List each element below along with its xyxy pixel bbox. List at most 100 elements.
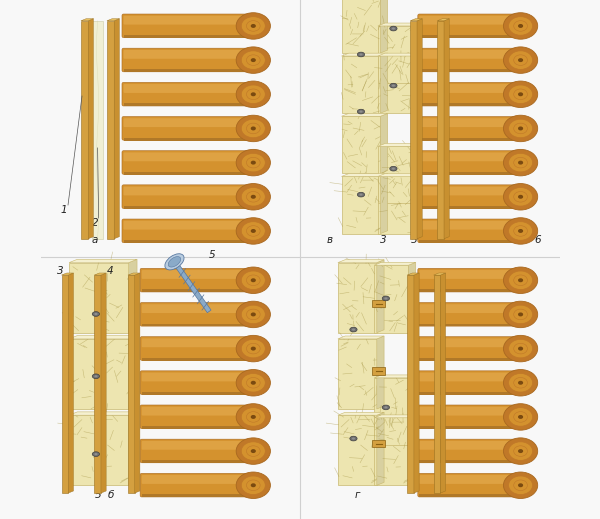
Polygon shape [419, 239, 521, 243]
Polygon shape [81, 19, 94, 21]
Ellipse shape [390, 166, 397, 171]
Ellipse shape [518, 58, 523, 62]
FancyBboxPatch shape [418, 439, 522, 463]
FancyBboxPatch shape [418, 405, 522, 429]
Ellipse shape [514, 343, 527, 354]
FancyBboxPatch shape [140, 268, 255, 292]
Polygon shape [341, 173, 388, 176]
FancyBboxPatch shape [418, 14, 522, 38]
Bar [69, 415, 129, 485]
FancyBboxPatch shape [142, 407, 253, 416]
Bar [341, 176, 380, 234]
Bar [419, 460, 521, 463]
Ellipse shape [509, 51, 533, 70]
Polygon shape [142, 289, 253, 292]
Ellipse shape [247, 309, 260, 320]
Text: 5: 5 [410, 235, 417, 245]
Polygon shape [419, 205, 521, 209]
Bar [128, 275, 134, 493]
Ellipse shape [509, 187, 533, 206]
Text: б: б [107, 489, 114, 500]
FancyBboxPatch shape [122, 117, 255, 140]
Polygon shape [69, 336, 137, 339]
Polygon shape [444, 19, 449, 239]
Bar [374, 378, 409, 445]
Ellipse shape [241, 187, 265, 206]
Ellipse shape [241, 222, 265, 240]
Polygon shape [412, 23, 419, 83]
Polygon shape [134, 273, 140, 493]
Bar [338, 339, 377, 409]
Bar [378, 56, 412, 113]
FancyBboxPatch shape [124, 221, 253, 229]
Ellipse shape [247, 89, 260, 100]
FancyBboxPatch shape [418, 303, 522, 326]
Bar [434, 275, 440, 493]
Polygon shape [414, 273, 419, 493]
Ellipse shape [503, 472, 538, 498]
Ellipse shape [251, 312, 256, 317]
FancyBboxPatch shape [419, 50, 521, 59]
Ellipse shape [358, 192, 365, 197]
Ellipse shape [509, 374, 533, 392]
Bar [407, 275, 414, 493]
FancyBboxPatch shape [418, 371, 522, 394]
Polygon shape [380, 113, 388, 173]
Polygon shape [142, 426, 253, 429]
Ellipse shape [509, 17, 533, 35]
Polygon shape [440, 273, 446, 493]
FancyBboxPatch shape [418, 337, 522, 360]
Bar [410, 21, 417, 239]
Ellipse shape [247, 192, 260, 202]
Ellipse shape [251, 415, 256, 419]
Ellipse shape [514, 226, 527, 236]
Polygon shape [124, 239, 253, 243]
Ellipse shape [247, 157, 260, 168]
Bar [142, 460, 253, 463]
Polygon shape [378, 53, 419, 56]
Ellipse shape [514, 21, 527, 31]
Ellipse shape [241, 442, 265, 460]
Polygon shape [142, 357, 253, 361]
FancyBboxPatch shape [418, 219, 522, 243]
Ellipse shape [509, 119, 533, 138]
Polygon shape [142, 391, 253, 395]
Ellipse shape [514, 192, 527, 202]
Bar [419, 324, 521, 326]
Polygon shape [412, 143, 419, 203]
Ellipse shape [247, 343, 260, 354]
FancyBboxPatch shape [419, 407, 521, 416]
Polygon shape [88, 19, 94, 239]
FancyBboxPatch shape [419, 270, 521, 279]
Polygon shape [419, 289, 521, 292]
FancyBboxPatch shape [122, 48, 255, 72]
Ellipse shape [514, 309, 527, 320]
Bar [124, 70, 253, 72]
Ellipse shape [385, 406, 388, 408]
Ellipse shape [359, 53, 362, 56]
Polygon shape [142, 323, 253, 326]
Ellipse shape [247, 123, 260, 134]
Polygon shape [419, 391, 521, 395]
Ellipse shape [503, 184, 538, 210]
Ellipse shape [359, 194, 362, 196]
FancyBboxPatch shape [418, 83, 522, 106]
Polygon shape [124, 69, 253, 72]
Ellipse shape [503, 438, 538, 465]
Ellipse shape [518, 161, 523, 165]
Polygon shape [409, 415, 416, 485]
Bar [124, 103, 253, 106]
Ellipse shape [236, 81, 271, 107]
Polygon shape [419, 357, 521, 361]
FancyBboxPatch shape [418, 185, 522, 209]
Ellipse shape [503, 149, 538, 176]
Ellipse shape [236, 370, 271, 396]
Ellipse shape [509, 305, 533, 324]
FancyBboxPatch shape [418, 473, 522, 497]
Text: 1: 1 [61, 205, 67, 215]
Ellipse shape [251, 278, 256, 282]
FancyBboxPatch shape [124, 118, 253, 127]
Ellipse shape [359, 111, 362, 113]
Polygon shape [129, 412, 137, 485]
Ellipse shape [92, 374, 100, 378]
